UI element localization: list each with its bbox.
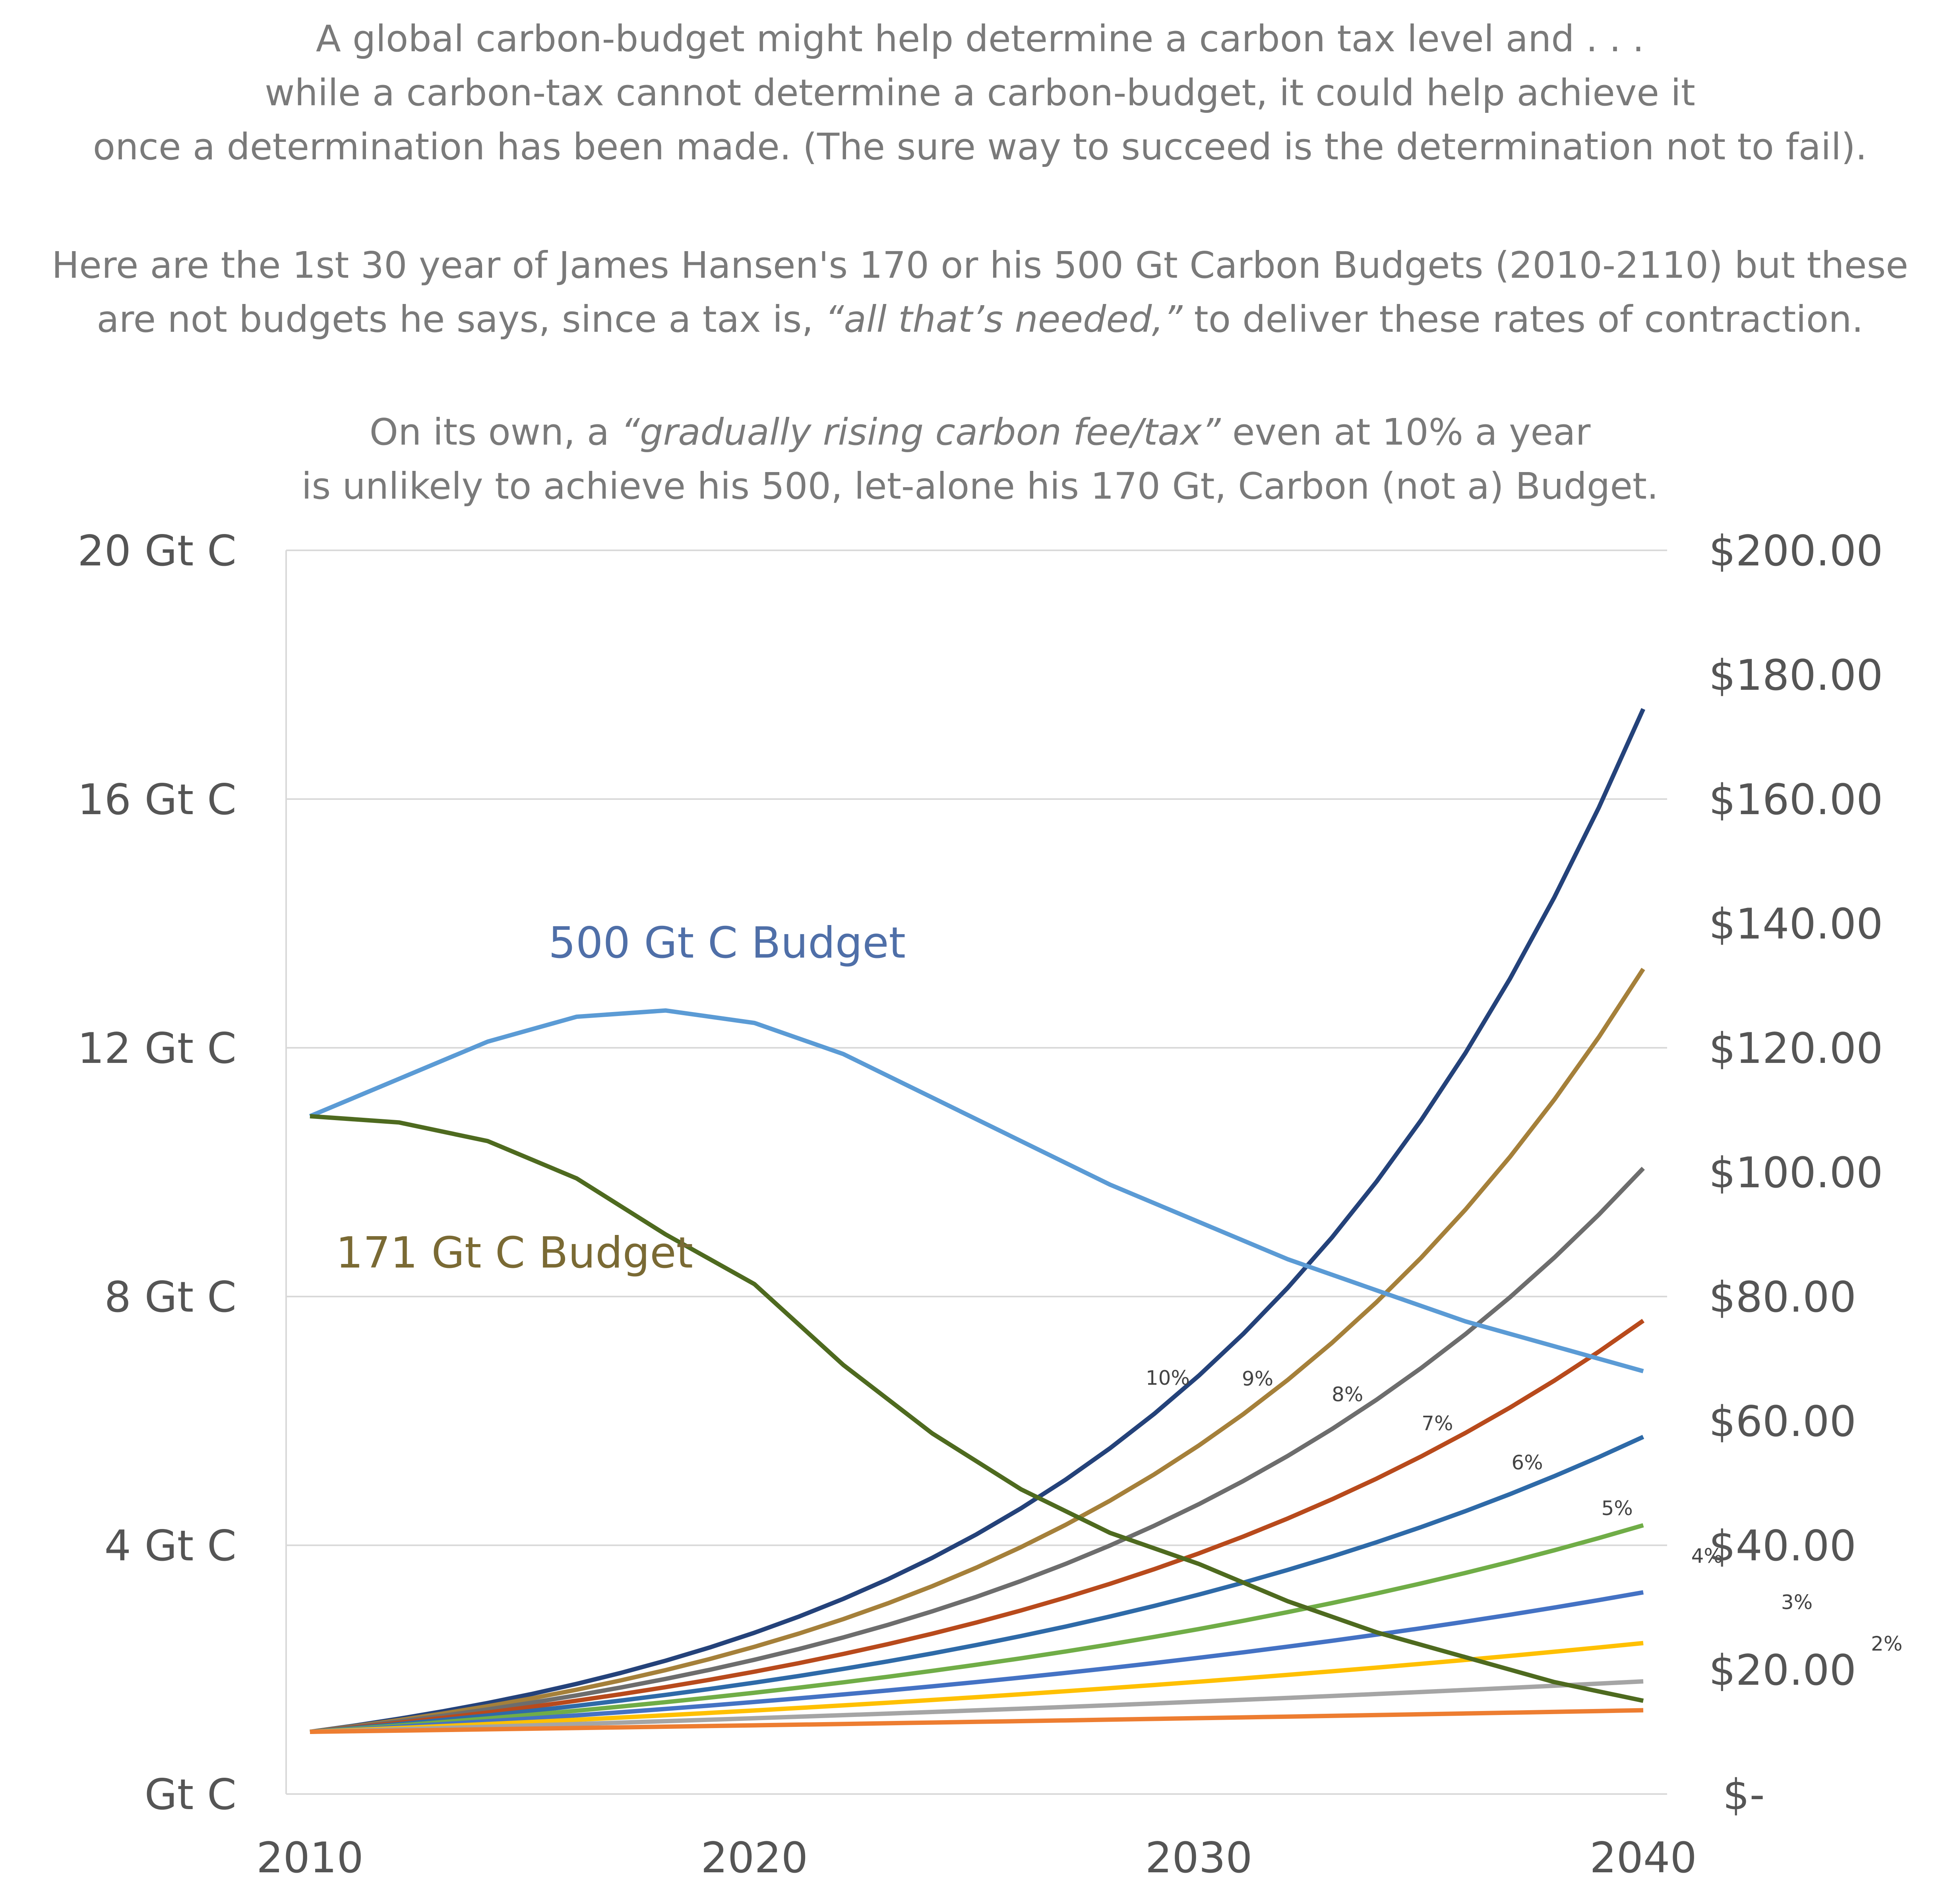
budget-line-1 xyxy=(310,1114,1644,1703)
y-right-tick-label: $200.00 xyxy=(1709,526,1883,575)
tax-line-7pct xyxy=(310,1319,1645,1734)
budget-line-0 xyxy=(309,1008,1644,1374)
y-right-tick-label: $120.00 xyxy=(1709,1024,1883,1073)
gridlines xyxy=(285,550,1667,1795)
tax-line-1pct xyxy=(310,1708,1644,1734)
y-right-tick-label: $100.00 xyxy=(1709,1148,1883,1197)
rate-label: 4% xyxy=(1691,1544,1723,1568)
y-right-tick-label: $40.00 xyxy=(1709,1521,1856,1570)
rate-label: 8% xyxy=(1332,1383,1363,1406)
y-right-tick-label: $140.00 xyxy=(1709,900,1883,948)
tax-line-6pct xyxy=(310,1435,1644,1734)
intro-line: A global carbon-budget might help determ… xyxy=(316,17,1644,60)
intro-line: On its own, a “gradually rising carbon f… xyxy=(369,411,1591,453)
tax-line-9pct xyxy=(310,968,1645,1734)
x-tick-label: 2020 xyxy=(701,1833,808,1882)
x-tick-label: 2030 xyxy=(1145,1833,1253,1882)
rate-label: 6% xyxy=(1511,1451,1543,1474)
intro-line: are not budgets he says, since a tax is,… xyxy=(97,298,1863,341)
tax-line-4pct xyxy=(310,1590,1644,1734)
rate-label: 5% xyxy=(1601,1497,1633,1520)
quote: “all that’s needed,” xyxy=(825,298,1183,341)
y-right-tick-label: $60.00 xyxy=(1709,1397,1856,1446)
intro-line: while a carbon-tax cannot determine a ca… xyxy=(265,72,1695,114)
rate-label: 9% xyxy=(1242,1367,1273,1390)
quote: “gradually rising carbon fee/tax” xyxy=(621,411,1221,453)
tax-text: On its own, a “gradually rising carbon f… xyxy=(0,405,1960,513)
tax-line-2pct xyxy=(310,1679,1644,1734)
y-left-tick-label: Gt C xyxy=(145,1770,236,1819)
y-left-tick-label: 8 Gt C xyxy=(104,1273,236,1322)
tax-line-5pct xyxy=(310,1523,1644,1734)
y-right-tick-label: $- xyxy=(1723,1770,1765,1819)
intro-text: A global carbon-budget might help determ… xyxy=(0,12,1960,174)
rate-label: 10% xyxy=(1146,1366,1190,1390)
rate-label: 2% xyxy=(1871,1632,1902,1655)
rate-label: 3% xyxy=(1781,1591,1813,1614)
tax-line-8pct xyxy=(310,1167,1645,1734)
y-left-tick-label: 16 Gt C xyxy=(77,775,236,824)
x-tick-label: 2040 xyxy=(1590,1833,1697,1882)
rate-label: 7% xyxy=(1422,1412,1453,1435)
hansen-text: Here are the 1st 30 year of James Hansen… xyxy=(0,238,1960,346)
y-right-tick-label: $20.00 xyxy=(1709,1646,1856,1695)
series-labels: 10%9%8%7%6%5%4%3%2%1%500 Gt C Budget171 … xyxy=(336,918,1902,1655)
y-right-tick-label: $160.00 xyxy=(1709,775,1883,824)
tax-line-3pct xyxy=(310,1641,1644,1734)
series-lines xyxy=(309,708,1646,1734)
axis-ticks: Gt C 4 Gt C 8 Gt C 12 Gt C 16 Gt C 20 Gt C $- $… xyxy=(77,526,1883,1882)
intro-line: once a determination has been made. (The… xyxy=(93,126,1867,168)
y-left-tick-label: 4 Gt C xyxy=(104,1521,236,1570)
x-tick-label: 2010 xyxy=(256,1833,364,1882)
intro-line: is unlikely to achieve his 500, let-alon… xyxy=(301,465,1659,507)
y-left-tick-label: 20 Gt C xyxy=(77,526,236,575)
y-right-tick-label: $80.00 xyxy=(1709,1273,1856,1322)
intro-line: Here are the 1st 30 year of James Hansen… xyxy=(52,244,1908,286)
budget-label: 500 Gt C Budget xyxy=(548,918,906,968)
tax-line-10pct xyxy=(310,708,1646,1734)
y-left-tick-label: 12 Gt C xyxy=(77,1024,236,1073)
y-right-tick-label: $180.00 xyxy=(1709,651,1883,700)
budget-label: 171 Gt C Budget xyxy=(336,1228,693,1278)
